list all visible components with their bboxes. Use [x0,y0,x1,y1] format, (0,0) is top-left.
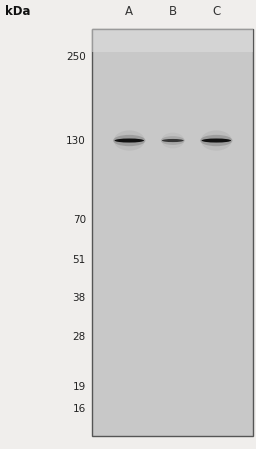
Ellipse shape [202,138,231,142]
Text: B: B [169,5,177,18]
Bar [92,29,253,52]
Ellipse shape [201,130,232,150]
Text: 38: 38 [72,293,86,303]
Text: 16: 16 [72,404,86,414]
Text: 130: 130 [66,136,86,145]
Bar [92,29,253,436]
Text: 19: 19 [72,382,86,392]
Ellipse shape [200,135,232,146]
Ellipse shape [113,135,145,146]
Text: 250: 250 [66,52,86,62]
Ellipse shape [161,136,185,145]
Text: C: C [212,5,220,18]
Ellipse shape [114,130,145,150]
Ellipse shape [162,139,184,142]
Text: 28: 28 [72,332,86,342]
Text: kDa: kDa [5,5,31,18]
Text: 51: 51 [72,255,86,265]
Text: A: A [125,5,133,18]
Text: 70: 70 [73,215,86,225]
Ellipse shape [115,138,144,142]
